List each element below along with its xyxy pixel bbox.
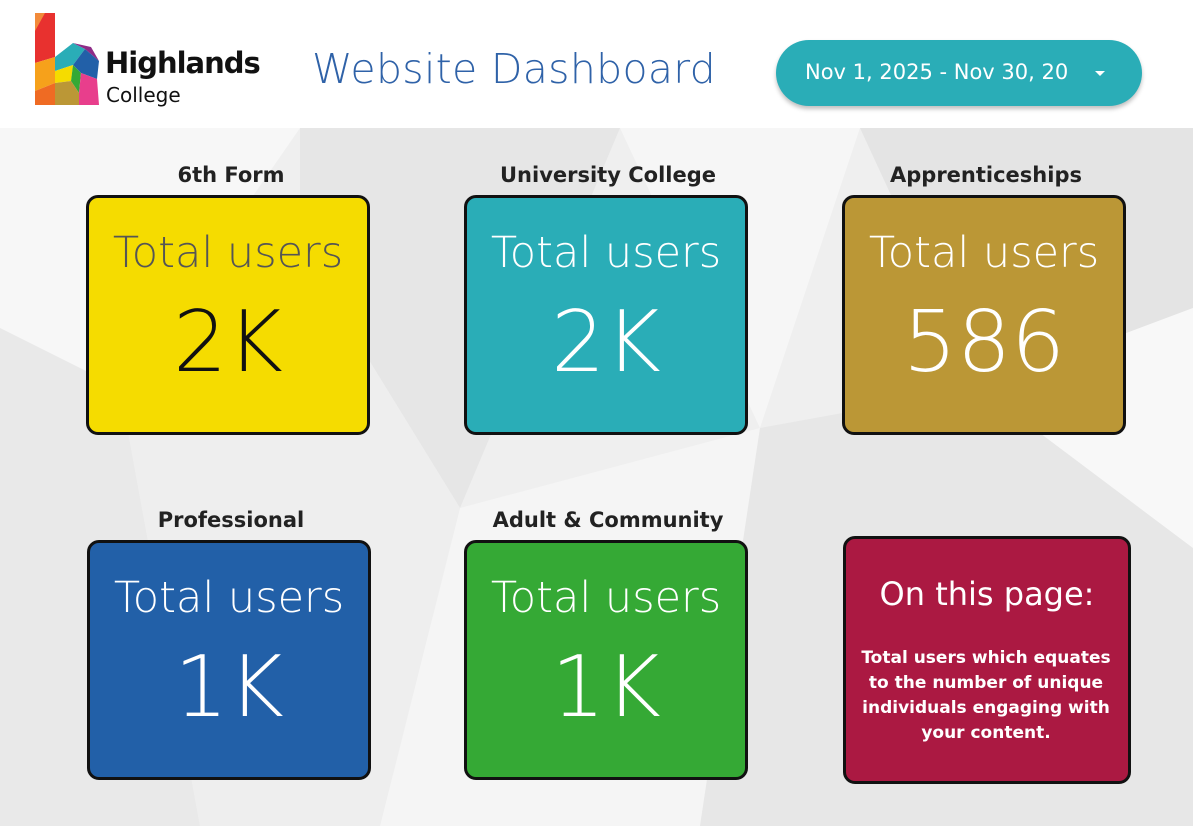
logo-mark-icon: [35, 13, 99, 105]
info-card: On this page: Total users which equates …: [843, 536, 1131, 784]
card-6th-form[interactable]: Total users 2K: [86, 195, 370, 435]
card-label-adult-community: Adult & Community: [492, 508, 724, 532]
metric-label: Total users: [490, 573, 722, 623]
date-range-picker[interactable]: Nov 1, 2025 - Nov 30, 20: [776, 40, 1142, 106]
card-apprenticeships[interactable]: Total users 586: [842, 195, 1126, 435]
metric-label: Total users: [868, 228, 1100, 278]
logo-subtitle: College: [106, 83, 181, 107]
info-heading: On this page:: [879, 575, 1095, 613]
dashboard-body: 6th Form Total users 2K University Colle…: [0, 128, 1193, 826]
card-university-college[interactable]: Total users 2K: [464, 195, 748, 435]
metric-value: 2K: [173, 293, 283, 392]
metric-value: 1K: [174, 638, 284, 737]
metric-label: Total users: [490, 228, 722, 278]
header: Highlands College Website Dashboard Nov …: [0, 0, 1193, 128]
card-adult-community[interactable]: Total users 1K: [464, 540, 748, 780]
metric-label: Total users: [113, 573, 345, 623]
logo-name: Highlands: [105, 46, 261, 80]
caret-down-icon[interactable]: [1095, 71, 1105, 76]
highlands-college-logo[interactable]: Highlands College: [33, 13, 268, 108]
card-label-apprenticeships: Apprenticeships: [890, 163, 1082, 187]
metric-value: 2K: [551, 293, 661, 392]
metric-label: Total users: [112, 228, 344, 278]
metric-value: 1K: [551, 638, 661, 737]
card-label-6th-form: 6th Form: [177, 163, 285, 187]
date-range-value: Nov 1, 2025 - Nov 30, 20: [805, 60, 1069, 84]
card-label-professional: Professional: [157, 508, 305, 532]
page-title: Website Dashboard: [312, 45, 717, 93]
metric-value: 586: [902, 293, 1066, 392]
info-description: Total users which equates to the number …: [861, 648, 1111, 743]
card-label-university-college: University College: [500, 163, 716, 187]
card-professional[interactable]: Total users 1K: [87, 540, 371, 780]
